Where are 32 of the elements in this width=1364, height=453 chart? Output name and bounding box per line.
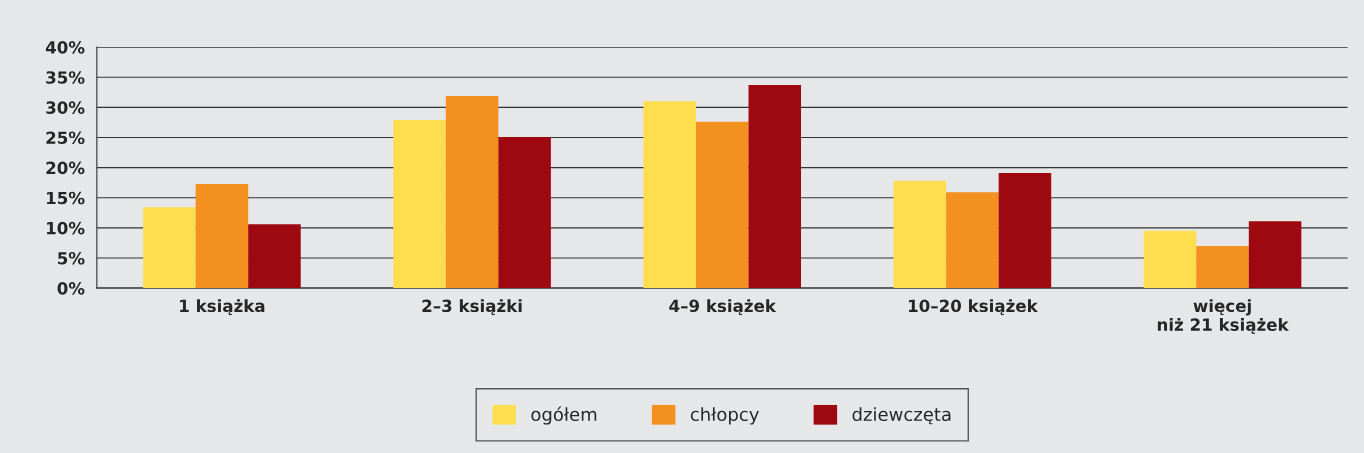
y-tick-label: 10% (47, 221, 85, 235)
y-tick-label: 35% (46, 71, 85, 84)
bar (1196, 245, 1249, 289)
y-tick-label: 5% (58, 251, 85, 265)
y-tick-label: 25% (46, 131, 85, 145)
bar (695, 121, 749, 289)
x-tick-label: 1 książka (180, 299, 265, 316)
bar (1143, 230, 1197, 289)
bar (498, 136, 551, 289)
x-tick-label: 2–3 książki (422, 299, 522, 316)
bar (643, 101, 696, 289)
y-tick-label: 30% (46, 101, 85, 114)
legend-label: ogółem (531, 406, 597, 425)
bar (143, 207, 196, 289)
bar (1248, 221, 1302, 289)
bar (748, 85, 802, 289)
bar (946, 192, 999, 289)
y-tick-label: 40% (45, 41, 85, 54)
x-tick-label: więcej niż 21 książek (1157, 299, 1289, 334)
legend-label: dziewczęta (852, 407, 951, 425)
y-tick-label: 15% (47, 191, 85, 205)
legend-label: chłopcy (690, 407, 759, 425)
bar (998, 173, 1052, 289)
x-tick-label: 10–20 książek (908, 299, 1038, 316)
bar (893, 180, 947, 289)
bar (195, 183, 249, 289)
y-tick-label: 0% (57, 282, 85, 295)
bar (248, 224, 301, 289)
x-tick-label: 4–9 książek (669, 299, 777, 316)
y-tick-label: 20% (46, 161, 85, 175)
bar (393, 120, 446, 289)
bar (445, 95, 499, 289)
